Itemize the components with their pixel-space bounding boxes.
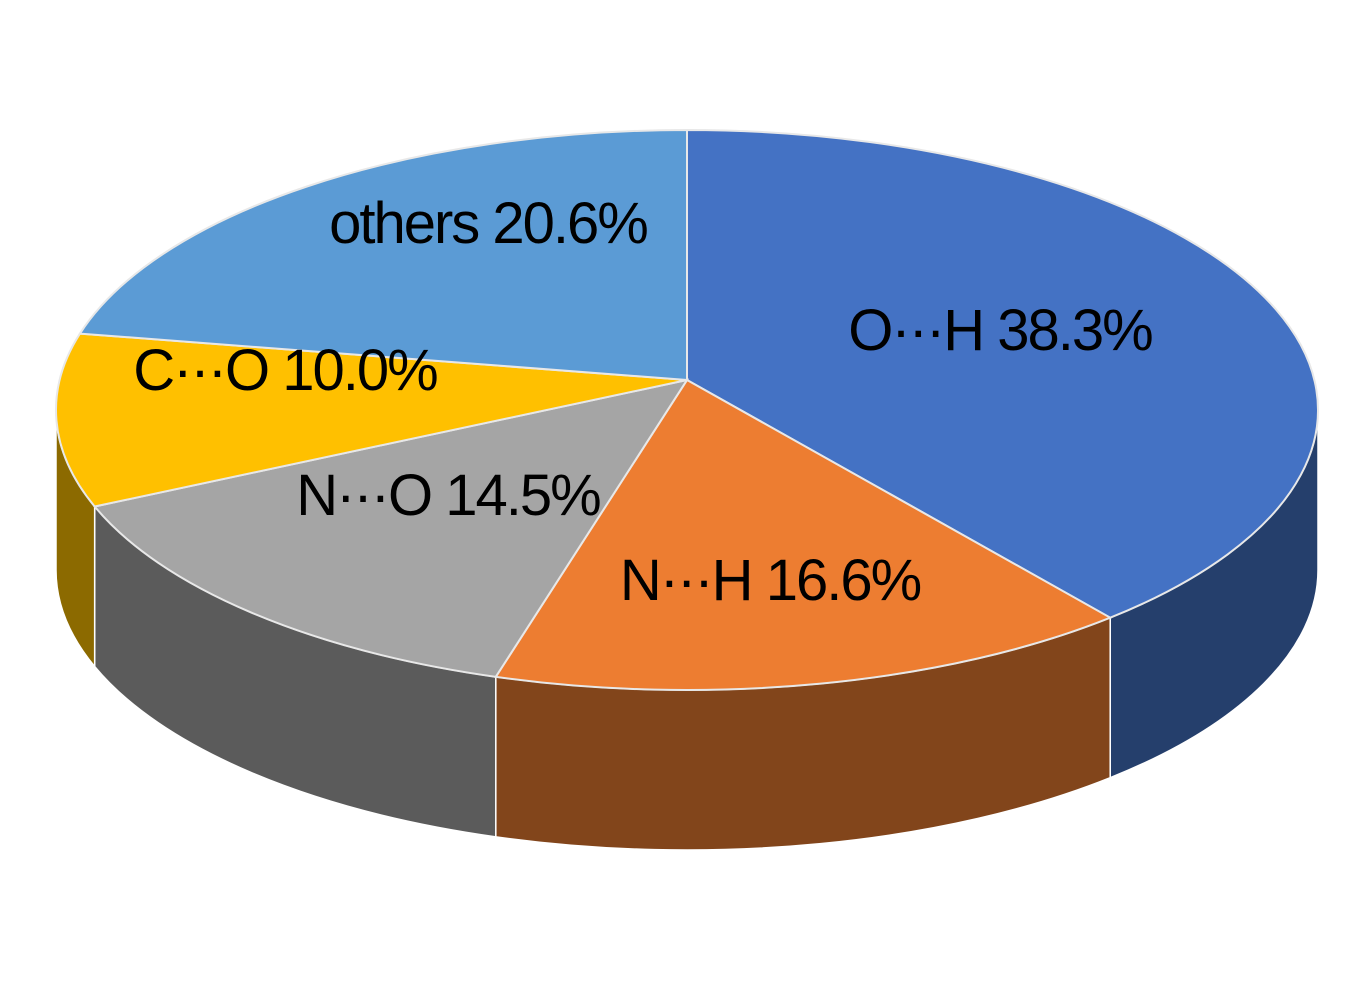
slice-value-label: 20.6% <box>492 191 647 256</box>
slice-category: C···O <box>133 338 268 403</box>
slice-category: others <box>329 191 478 256</box>
slice-value-label: 14.5% <box>445 463 600 528</box>
slice-value-label: 10.0% <box>282 338 437 403</box>
slice-value-label: 38.3% <box>997 298 1152 363</box>
slice-value-label: 16.6% <box>766 548 921 613</box>
pie-slice <box>78 128 688 382</box>
slice-label: C···O 10.0% <box>133 338 437 403</box>
slice-category: O···H <box>848 298 983 363</box>
slice-label: N···H 16.6% <box>620 548 921 613</box>
pie-slice <box>494 378 1113 691</box>
slice-category: N···H <box>620 548 752 613</box>
slice-category: N···O <box>296 463 431 528</box>
pie-slice <box>92 378 690 678</box>
slice-label: others 20.6% <box>329 191 647 256</box>
pie-slice <box>686 128 1319 619</box>
pie-slice <box>55 332 688 508</box>
slice-label: N···O 14.5% <box>296 463 600 528</box>
slice-label: O···H 38.3% <box>848 298 1152 363</box>
